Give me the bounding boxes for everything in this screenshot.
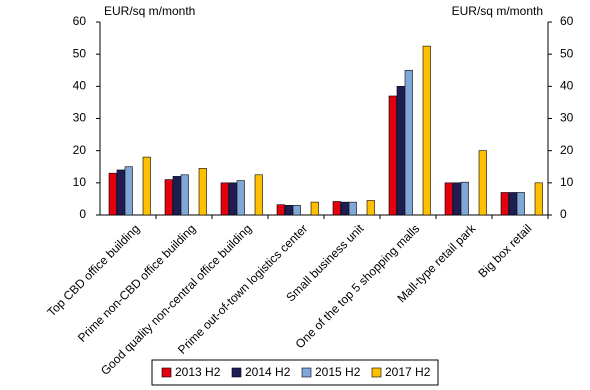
legend-label: 2013 H2 <box>175 365 221 379</box>
y-tick-label: 20 <box>73 143 87 157</box>
bar <box>332 201 341 216</box>
legend-swatch <box>161 367 172 378</box>
bar <box>284 205 293 216</box>
bar <box>292 205 301 216</box>
y-tick-label: 50 <box>73 46 87 60</box>
y2-tick-label: 50 <box>560 46 574 60</box>
y-axis-label: EUR/sq m/month <box>104 4 195 18</box>
bar <box>172 176 181 216</box>
bar <box>228 182 237 216</box>
bar <box>396 86 405 216</box>
y2-tick-label: 20 <box>560 143 574 157</box>
y-tick-label: 0 <box>79 207 86 221</box>
y-tick-label: 40 <box>73 79 87 93</box>
bar <box>198 168 207 216</box>
bar <box>452 182 461 216</box>
bar <box>478 150 487 216</box>
bar <box>254 174 263 216</box>
bar <box>220 182 229 216</box>
y-tick-label: 60 <box>73 14 87 28</box>
y2-axis-label: EUR/sq m/month <box>452 4 543 18</box>
y2-tick-label: 40 <box>560 79 574 93</box>
y2-tick-label: 0 <box>560 207 567 221</box>
bar <box>340 201 349 216</box>
x-tick-label: Top CBD office building <box>44 221 142 319</box>
bar <box>124 166 133 216</box>
bar <box>388 95 397 216</box>
y2-tick-label: 30 <box>560 111 574 125</box>
bar <box>236 180 245 216</box>
bar <box>460 181 469 216</box>
legend-box <box>151 359 439 386</box>
bar <box>348 201 357 216</box>
bar <box>516 192 525 216</box>
legend-label: 2014 H2 <box>245 365 291 379</box>
bar <box>508 192 517 216</box>
bar <box>422 45 431 216</box>
bar <box>500 192 509 216</box>
bar <box>276 204 285 216</box>
bar <box>534 182 543 216</box>
legend-label: 2015 H2 <box>315 365 361 379</box>
bar <box>108 172 117 216</box>
bar <box>310 201 319 216</box>
bar <box>142 156 151 216</box>
y-tick-label: 10 <box>73 175 87 189</box>
y2-tick-label: 60 <box>560 14 574 28</box>
legend-swatch <box>231 367 242 378</box>
bar <box>366 200 375 216</box>
bar <box>180 174 189 216</box>
legend-label: 2017 H2 <box>385 365 431 379</box>
legend-swatch <box>301 367 312 378</box>
legend-swatch <box>371 367 382 378</box>
bar <box>444 182 453 216</box>
y-tick-label: 30 <box>73 111 87 125</box>
bar <box>404 69 413 216</box>
x-tick-label: Prime non-CBD office building <box>75 221 198 344</box>
x-tick-label: Big box retail <box>475 221 534 280</box>
bar <box>116 169 125 216</box>
y2-tick-label: 10 <box>560 175 574 189</box>
bar <box>164 179 173 216</box>
